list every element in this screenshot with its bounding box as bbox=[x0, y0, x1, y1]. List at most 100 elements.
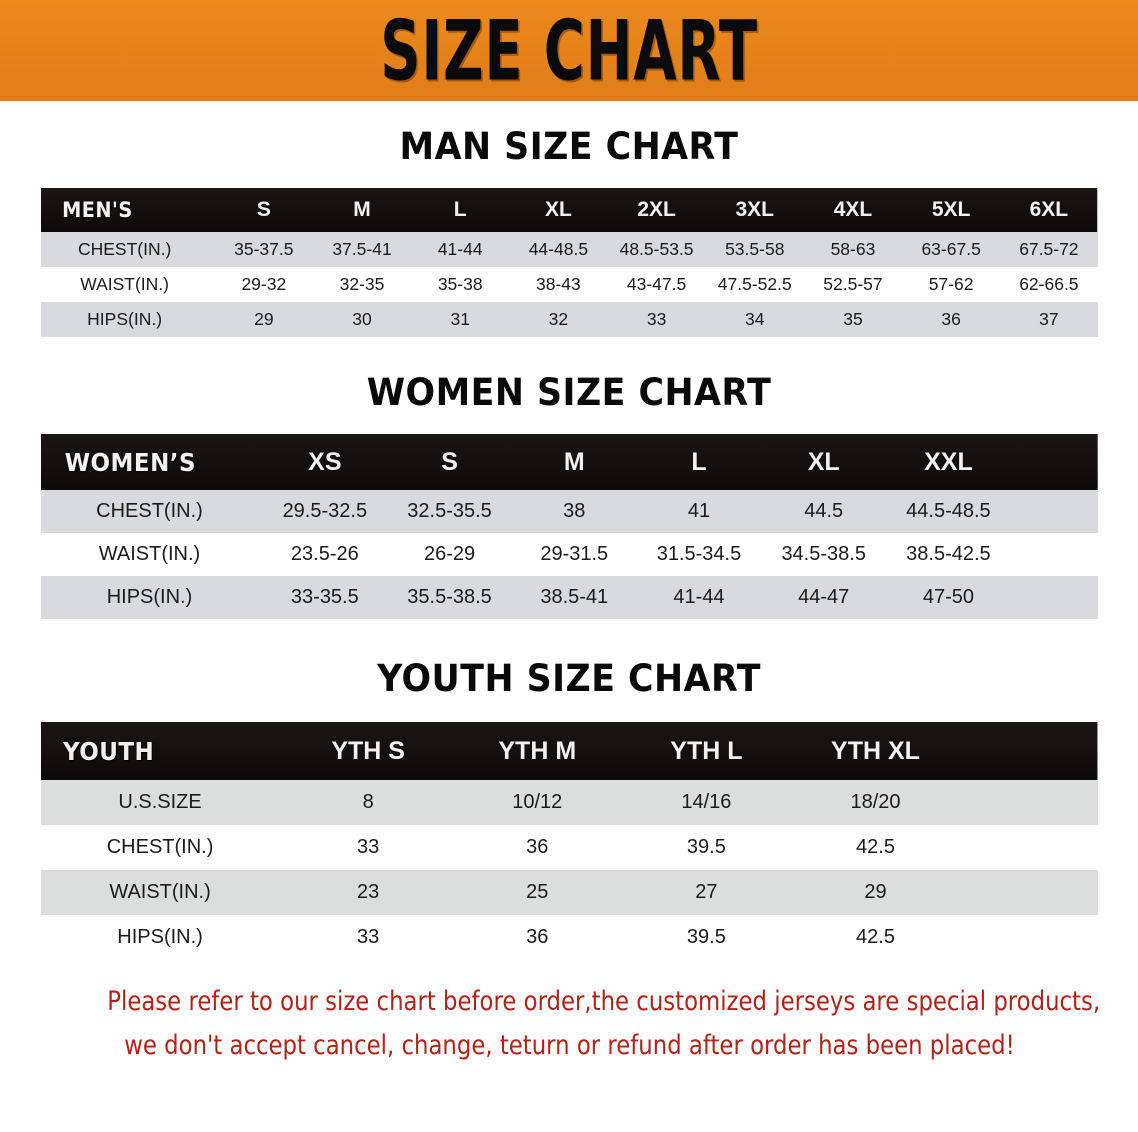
women-row-label-waist: WAIST(IN.) bbox=[40, 533, 263, 576]
man-chest-l: 41-44 bbox=[411, 232, 510, 267]
man-column-header-4xl: 4XL bbox=[833, 198, 873, 221]
youth-chest-yth-m: 36 bbox=[452, 825, 622, 870]
youth-table-header-row: YOUTH YTH S YTH M YTH L YTH XL bbox=[40, 722, 1098, 780]
women-row-label-hips: HIPS(IN.) bbox=[40, 576, 263, 619]
man-column-header-s: S bbox=[256, 198, 271, 221]
man-header-label-text: MEN'S bbox=[61, 198, 133, 222]
youth-row-label-hips: HIPS(IN.) bbox=[40, 915, 284, 960]
women-hips-empty bbox=[1010, 576, 1098, 619]
youth-column-header-empty bbox=[960, 722, 1097, 780]
youth-hips-yth-l: 39.5 bbox=[621, 915, 791, 960]
women-column-header-empty bbox=[1011, 434, 1098, 490]
women-hips-m: 38.5-41 bbox=[511, 576, 637, 619]
man-hips-l: 31 bbox=[411, 302, 510, 337]
man-table-wrapper: MEN'S S M L XL 2XL 3XL 4XL 5XL 6XL CHEST… bbox=[40, 188, 1098, 337]
man-row-label-waist: WAIST(IN.) bbox=[40, 267, 215, 302]
table-row: HIPS(IN.) 29 30 31 32 33 34 35 36 37 bbox=[40, 302, 1098, 337]
man-chest-5xl: 63-67.5 bbox=[902, 232, 1001, 267]
man-hips-2xl: 33 bbox=[607, 302, 706, 337]
women-column-header-m: M bbox=[563, 447, 585, 476]
women-header-label-text: WOMEN’S bbox=[64, 447, 196, 477]
youth-table-wrapper: YOUTH YTH S YTH M YTH L YTH XL U.S.SIZE … bbox=[40, 722, 1098, 960]
women-table-wrapper: WOMEN’S XS S M L XL XXL CHEST(IN.) 29.5-… bbox=[40, 434, 1098, 619]
man-table-body: MEN'S S M L XL 2XL 3XL 4XL 5XL 6XL CHEST… bbox=[40, 188, 1098, 337]
women-column-header-xl: XL bbox=[807, 447, 840, 476]
table-row: CHEST(IN.) 33 36 39.5 42.5 bbox=[40, 825, 1098, 870]
youth-hips-yth-s: 33 bbox=[283, 915, 453, 960]
youth-row-label-us-size: U.S.SIZE bbox=[40, 780, 284, 825]
disclaimer-line-1: Please refer to our size chart before or… bbox=[106, 986, 1100, 1017]
women-chest-empty bbox=[1010, 490, 1098, 533]
youth-chest-yth-l: 39.5 bbox=[621, 825, 791, 870]
man-column-header-m: M bbox=[353, 198, 371, 221]
youth-column-header-yth-s: YTH S bbox=[331, 736, 405, 765]
man-chest-2xl: 48.5-53.5 bbox=[607, 232, 706, 267]
youth-ussize-yth-m: 10/12 bbox=[452, 780, 622, 825]
women-waist-xs: 23.5-26 bbox=[262, 533, 388, 576]
youth-hips-yth-m: 36 bbox=[452, 915, 622, 960]
youth-column-header-yth-l: YTH L bbox=[670, 736, 743, 765]
page-banner: SIZE CHART bbox=[0, 0, 1138, 101]
youth-waist-yth-l: 27 bbox=[621, 870, 791, 915]
women-waist-l: 31.5-34.5 bbox=[636, 533, 762, 576]
youth-ussize-yth-s: 8 bbox=[283, 780, 453, 825]
man-section-title: MAN SIZE CHART bbox=[399, 125, 739, 168]
youth-row-label-waist: WAIST(IN.) bbox=[40, 870, 284, 915]
youth-hips-yth-xl: 42.5 bbox=[790, 915, 961, 960]
women-row-label-chest: CHEST(IN.) bbox=[40, 490, 263, 533]
man-hips-4xl: 35 bbox=[803, 302, 903, 337]
youth-hips-empty bbox=[960, 915, 1098, 960]
women-hips-l: 41-44 bbox=[636, 576, 762, 619]
women-chest-m: 38 bbox=[511, 490, 637, 533]
man-column-header-xl: XL bbox=[544, 198, 572, 221]
youth-ussize-empty bbox=[960, 780, 1098, 825]
man-waist-xl: 38-43 bbox=[509, 267, 608, 302]
man-table-header-row: MEN'S S M L XL 2XL 3XL 4XL 5XL 6XL bbox=[40, 188, 1098, 232]
man-chest-4xl: 58-63 bbox=[803, 232, 903, 267]
man-chest-xl: 44-48.5 bbox=[509, 232, 608, 267]
youth-header-label-text: YOUTH bbox=[62, 736, 154, 766]
man-waist-s: 29-32 bbox=[214, 267, 313, 302]
man-waist-4xl: 52.5-57 bbox=[803, 267, 903, 302]
women-hips-s: 35.5-38.5 bbox=[387, 576, 512, 619]
man-row-label-chest: CHEST(IN.) bbox=[40, 232, 215, 267]
man-column-header-l: L bbox=[453, 198, 467, 221]
women-table-body: WOMEN’S XS S M L XL XXL CHEST(IN.) 29.5-… bbox=[40, 434, 1098, 619]
disclaimer-line-2: we don't accept cancel, change, teturn o… bbox=[123, 1029, 1015, 1061]
youth-chest-yth-xl: 42.5 bbox=[790, 825, 961, 870]
youth-column-header-yth-xl: YTH XL bbox=[831, 736, 920, 765]
man-column-header-2xl: 2XL bbox=[637, 198, 676, 221]
table-row: CHEST(IN.) 35-37.5 37.5-41 41-44 44-48.5… bbox=[40, 232, 1098, 267]
women-chest-xxl: 44.5-48.5 bbox=[886, 490, 1011, 533]
table-row: WAIST(IN.) 23.5-26 26-29 29-31.5 31.5-34… bbox=[40, 533, 1098, 576]
women-column-header-s: S bbox=[441, 447, 458, 476]
disclaimer-text: Please refer to our size chart before or… bbox=[32, 980, 1107, 1067]
women-waist-xl: 34.5-38.5 bbox=[761, 533, 887, 576]
women-waist-empty bbox=[1010, 533, 1098, 576]
women-size-table: WOMEN’S XS S M L XL XXL CHEST(IN.) 29.5-… bbox=[40, 434, 1098, 619]
man-chest-s: 35-37.5 bbox=[214, 232, 313, 267]
youth-waist-yth-m: 25 bbox=[452, 870, 622, 915]
page-title: SIZE CHART bbox=[380, 2, 758, 99]
man-waist-5xl: 57-62 bbox=[902, 267, 1001, 302]
women-hips-xs: 33-35.5 bbox=[262, 576, 388, 619]
youth-row-label-chest: CHEST(IN.) bbox=[40, 825, 284, 870]
table-row: CHEST(IN.) 29.5-32.5 32.5-35.5 38 41 44.… bbox=[40, 490, 1098, 533]
table-row: U.S.SIZE 8 10/12 14/16 18/20 bbox=[40, 780, 1098, 825]
women-column-header-xxl: XXL bbox=[924, 447, 973, 476]
women-waist-s: 26-29 bbox=[387, 533, 512, 576]
man-hips-3xl: 34 bbox=[705, 302, 804, 337]
man-chest-m: 37.5-41 bbox=[312, 232, 412, 267]
youth-waist-yth-s: 23 bbox=[283, 870, 453, 915]
youth-ussize-yth-l: 14/16 bbox=[621, 780, 791, 825]
man-hips-5xl: 36 bbox=[902, 302, 1001, 337]
man-column-header-3xl: 3XL bbox=[735, 198, 775, 221]
man-header-label: MEN'S bbox=[41, 188, 215, 232]
youth-header-label: YOUTH bbox=[41, 722, 284, 780]
man-hips-m: 30 bbox=[312, 302, 412, 337]
women-hips-xl: 44-47 bbox=[761, 576, 887, 619]
man-size-table: MEN'S S M L XL 2XL 3XL 4XL 5XL 6XL CHEST… bbox=[40, 188, 1098, 337]
women-column-header-xs: XS bbox=[308, 447, 342, 476]
table-row: WAIST(IN.) 29-32 32-35 35-38 38-43 43-47… bbox=[40, 267, 1098, 302]
women-chest-s: 32.5-35.5 bbox=[387, 490, 512, 533]
